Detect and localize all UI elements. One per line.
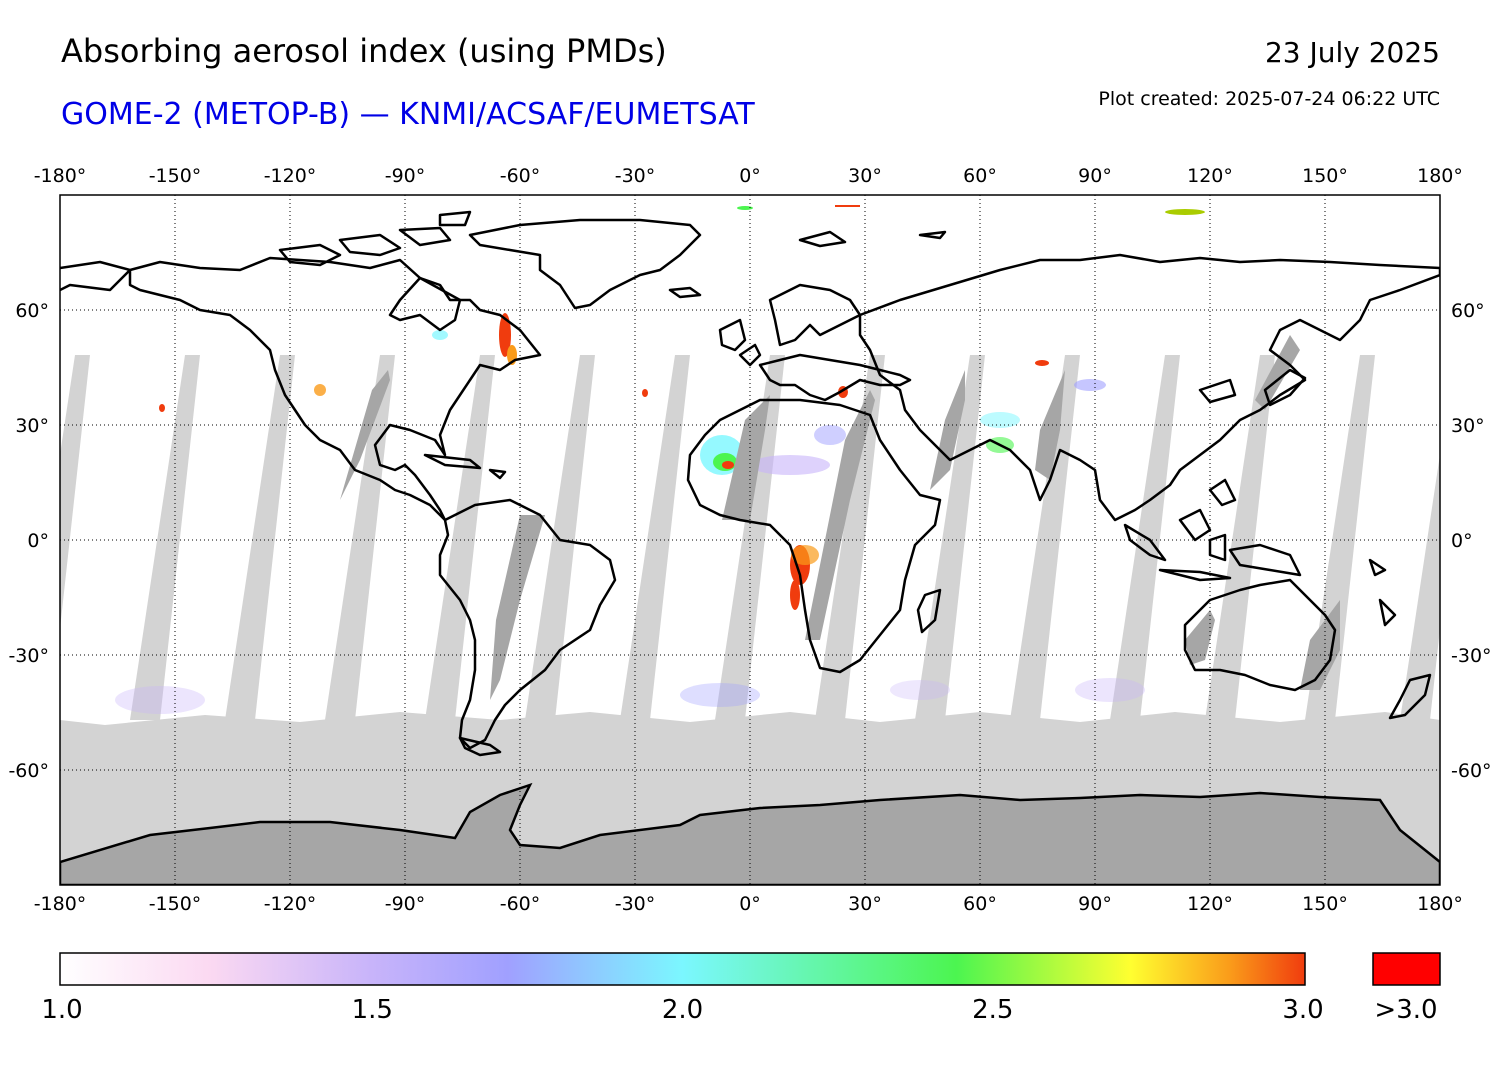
orbit-gap-stripe <box>225 355 295 720</box>
orbit-gap-stripe <box>1205 355 1275 720</box>
orbit-gap-stripes <box>60 355 1440 720</box>
lon-tick-label: -30° <box>615 165 656 187</box>
colorbar-tick-label: 2.0 <box>661 995 704 1025</box>
colorbar-over-label: >3.0 <box>1374 995 1438 1025</box>
orbit-gap-stripe <box>815 355 885 720</box>
coastlines <box>60 210 1440 757</box>
lon-tick-label: 150° <box>1302 165 1348 187</box>
orbit-gap-stripe <box>715 355 785 720</box>
orbit-gap-stripe <box>425 355 495 720</box>
map-date: 23 July 2025 <box>1264 36 1440 69</box>
lon-tick-label: -150° <box>149 893 202 915</box>
gridlines <box>60 195 1440 885</box>
orbit-gap-stripe <box>1400 454 1440 720</box>
map-title: Absorbing aerosol index (using PMDs) <box>61 32 667 70</box>
lon-ticks-top: -180° -150° -120° -90° -60° -30° 0° 30° 60° 90° 12… <box>34 165 1463 187</box>
map-subtitle: GOME-2 (METOP-B) — KNMI/ACSAF/EUMETSAT <box>61 97 755 132</box>
colorbar-tick-label: 3.0 <box>1282 995 1324 1025</box>
lon-tick-label: -120° <box>264 165 317 187</box>
map-frame <box>59 194 1441 886</box>
lat-tick-label: -60° <box>1451 760 1492 782</box>
lon-tick-label: 60° <box>963 893 997 915</box>
lon-tick-label: 0° <box>739 165 761 187</box>
lat-tick-label: 60° <box>15 300 49 322</box>
lon-tick-label: 180° <box>1417 893 1463 915</box>
lon-tick-label: -120° <box>264 893 317 915</box>
lon-tick-label: -60° <box>500 165 541 187</box>
lon-tick-label: 30° <box>848 893 882 915</box>
lon-tick-label: 0° <box>739 893 761 915</box>
orbit-gap-stripe <box>620 355 690 720</box>
lon-tick-label: 90° <box>1078 165 1112 187</box>
lon-tick-label: -30° <box>615 893 656 915</box>
orbit-gap-stripe <box>130 355 200 720</box>
lat-tick-label: 0° <box>27 530 49 552</box>
lon-tick-label: 90° <box>1078 893 1112 915</box>
lat-tick-label: -60° <box>8 760 49 782</box>
land-gap-bands <box>340 335 1340 700</box>
colorbar-over-box <box>1372 952 1441 986</box>
lon-ticks-bottom: -180° -150° -120° -90° -60° -30° 0° 30° 60° 90° 12… <box>34 893 1463 915</box>
lon-tick-label: -180° <box>34 165 87 187</box>
orbit-gap-stripe <box>915 355 985 720</box>
lat-tick-label: -30° <box>8 645 49 667</box>
lon-tick-label: -150° <box>149 165 202 187</box>
lon-tick-label: 180° <box>1417 165 1463 187</box>
lon-tick-label: -90° <box>385 893 426 915</box>
lat-tick-label: 30° <box>15 415 49 437</box>
lon-tick-label: 60° <box>963 165 997 187</box>
aerosol-plumes <box>115 205 1205 714</box>
orbit-gap-stripe <box>525 355 595 720</box>
colorbar-tick-label: 1.5 <box>351 995 393 1025</box>
colorbar <box>59 952 1306 986</box>
colorbar-tick-label: 1.0 <box>41 995 83 1025</box>
lon-tick-label: 120° <box>1187 165 1233 187</box>
lon-tick-label: -60° <box>500 893 541 915</box>
colorbar-tick-label: 2.5 <box>972 995 1014 1025</box>
lon-tick-label: -180° <box>34 893 87 915</box>
orbit-gap-stripe <box>60 355 90 629</box>
lat-tick-label: 30° <box>1451 415 1485 437</box>
lat-tick-label: -30° <box>1451 645 1492 667</box>
lat-ticks-right: 60° 30° 0° -30° -60° <box>1451 300 1492 782</box>
orbit-gap-stripe <box>325 355 395 720</box>
plot-created-timestamp: Plot created: 2025-07-24 06:22 UTC <box>1098 88 1440 110</box>
lat-tick-label: 0° <box>1451 530 1473 552</box>
lon-tick-label: 150° <box>1302 893 1348 915</box>
lon-tick-label: 120° <box>1187 893 1233 915</box>
orbit-gap-stripe <box>1010 355 1080 720</box>
lat-ticks-left: 60° 30° 0° -30° -60° <box>8 300 49 782</box>
lat-tick-label: 60° <box>1451 300 1485 322</box>
lon-tick-label: 30° <box>848 165 882 187</box>
lon-tick-label: -90° <box>385 165 426 187</box>
